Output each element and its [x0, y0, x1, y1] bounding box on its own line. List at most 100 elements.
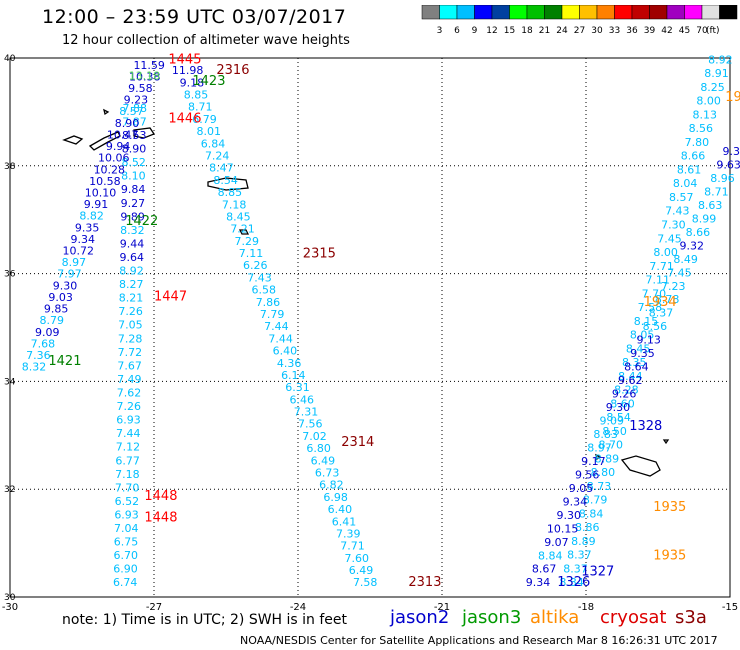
legend-tick-label: 42 [661, 26, 672, 36]
wave-height-value: 8.56 [643, 320, 668, 333]
wave-height-value: 9.09 [600, 415, 625, 428]
wave-height-value: 8.71 [188, 101, 213, 114]
island-outline [103, 108, 110, 116]
wave-height-value: 8.73 [587, 480, 612, 493]
wave-height-value: 10.15 [547, 522, 579, 535]
wave-height-value: 7.80 [685, 136, 710, 149]
pass-time-label: 1934 [644, 295, 677, 310]
wave-height-value: 6.75 [114, 536, 139, 549]
wave-height-value: 8.13 [692, 108, 717, 121]
wave-height-value: 8.63 [698, 199, 723, 212]
wave-height-value: 9.35 [75, 221, 100, 234]
wave-height-value: 9.03 [48, 291, 73, 304]
wave-height-value: 7.44 [268, 332, 293, 345]
y-tick-label: 40 [4, 54, 16, 64]
wave-height-value: 9.09 [35, 326, 60, 339]
legend-unit: (ft) [706, 26, 720, 36]
legend-tick-label: 24 [556, 26, 568, 36]
legend-tick-label: 39 [644, 26, 656, 36]
wave-height-value: 9.34 [70, 233, 95, 246]
pass-time-label: 1423 [192, 74, 225, 89]
wave-height-value: 7.71 [340, 540, 365, 553]
wave-height-value: 7.58 [353, 576, 378, 589]
island-outline [207, 177, 249, 191]
wave-height-value: 8.00 [696, 95, 721, 108]
wave-height-value: 10.10 [85, 186, 117, 199]
wave-height-value: 8.50 [602, 425, 627, 438]
map-frame [9, 57, 731, 598]
x-tick-label: -30 [2, 602, 18, 613]
wave-height-value: 7.58 [638, 301, 663, 314]
wave-height-value: 8.32 [22, 361, 47, 374]
wave-height-value: 7.86 [256, 296, 281, 309]
wave-height-value: 8.89 [571, 535, 596, 548]
wave-height-value: 8.82 [79, 210, 104, 223]
legend-swatch [719, 5, 738, 20]
wave-height-value: 6.40 [328, 503, 353, 516]
wave-height-value: 7.05 [118, 319, 143, 332]
wave-height-value: 9.23 [124, 94, 149, 107]
legend-tick-label: 70 [696, 26, 708, 36]
wave-height-value: 6.82 [319, 479, 344, 492]
wave-height-value: 7.21 [230, 223, 255, 236]
satellite-altika: altika [530, 607, 580, 628]
x-tick-label: -15 [722, 602, 738, 613]
wave-height-value: 8.84 [579, 507, 604, 520]
wave-height-value: 9.07 [544, 536, 569, 549]
pass-time-label: 2313 [408, 575, 441, 590]
wave-height-value: 8.54 [213, 174, 238, 187]
wave-height-value: 8.60 [610, 397, 635, 410]
pass-time-label: 1445 [168, 52, 201, 67]
legend-tick-label: 30 [591, 26, 603, 36]
wave-height-value: 8.83 [593, 428, 618, 441]
y-tick-label: 34 [4, 377, 16, 387]
wave-height-value: 7.24 [205, 150, 230, 163]
color-legend: 3 6 9 12 15 18 21 24 27 30 33 36 39 42 45 70(ft) [421, 5, 738, 36]
wave-height-value: 7.28 [118, 332, 143, 345]
pass-time-label: 1326 [557, 575, 590, 590]
wave-height-value: 7.11 [239, 247, 264, 260]
legend-tick-label: 36 [626, 26, 638, 36]
pass-time-label: 1446 [168, 112, 201, 127]
wave-height-value: 7.62 [117, 386, 142, 399]
wave-height-value: 8.56 [689, 122, 714, 135]
wave-height-value: 8.37 [563, 562, 588, 575]
wave-height-value: 7.26 [117, 400, 142, 413]
wave-height-value: 9.58 [128, 82, 153, 95]
wave-height-value: 9.35 [630, 347, 655, 360]
wave-height-value: 10.72 [63, 245, 95, 258]
wave-height-value: 8.66 [681, 150, 706, 163]
wave-height-value: 8.25 [700, 81, 725, 94]
wave-height-value: 9.30 [53, 279, 78, 292]
wave-height-value: 8.04 [673, 177, 698, 190]
wave-height-value: 8.54 [606, 411, 631, 424]
wave-height-value: 7.31 [294, 406, 319, 419]
wave-height-value: 8.01 [196, 125, 221, 138]
wave-height-value: 10.47 [107, 128, 139, 141]
credit-line: NOAA/NESDIS Center for Satellite Applica… [240, 634, 718, 647]
wave-height-value: 7.68 [31, 337, 56, 350]
wave-height-value: 9.84 [121, 183, 146, 196]
wave-height-value: 13.18 [129, 70, 161, 83]
wave-height-value: 6.98 [323, 491, 348, 504]
island-outline [620, 455, 661, 477]
wave-height-value: 8.61 [677, 163, 702, 176]
wave-height-value: 7.36 [26, 349, 51, 362]
wave-height-value: 8.97 [587, 441, 612, 454]
wave-height-value: 8.78 [655, 293, 680, 306]
pass-time-label: 1447 [154, 290, 187, 305]
pass-time-label: 1328 [629, 419, 662, 434]
wave-height-value: 10.06 [98, 152, 130, 165]
x-tick-label: -24 [290, 602, 306, 613]
wave-height-value: 7.79 [260, 308, 285, 321]
wave-height-value: 8.99 [692, 212, 717, 225]
wave-height-value: 7.45 [667, 266, 692, 279]
pass-time-label: 1448 [144, 489, 177, 504]
wave-height-value: 8.45 [226, 210, 251, 223]
wave-height-value: 8.90 [122, 143, 147, 156]
wave-height-value: 8.86 [575, 521, 600, 534]
wave-height-value: 7.49 [117, 373, 142, 386]
wave-height-value: 10.58 [89, 175, 121, 188]
